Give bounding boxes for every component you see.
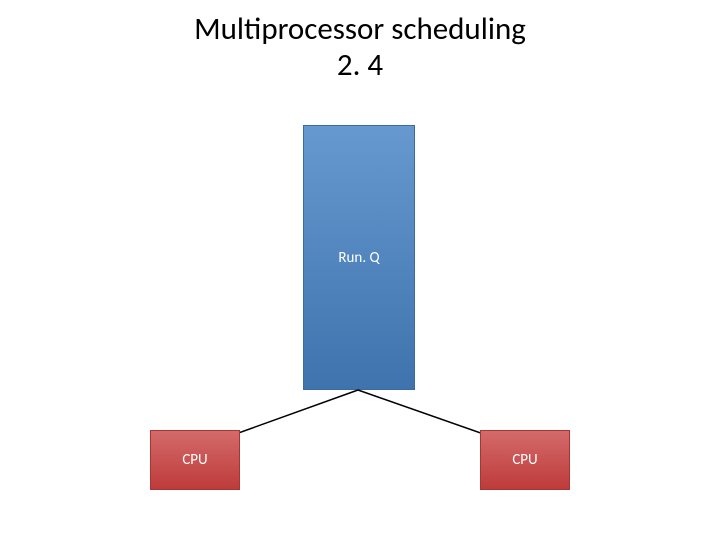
cpu2-label: CPU bbox=[512, 451, 537, 469]
arrows-svg bbox=[0, 0, 720, 540]
cpu-box-2: CPU bbox=[480, 430, 570, 490]
cpu-box-1: CPU bbox=[150, 430, 240, 490]
cpu1-label: CPU bbox=[182, 451, 207, 469]
